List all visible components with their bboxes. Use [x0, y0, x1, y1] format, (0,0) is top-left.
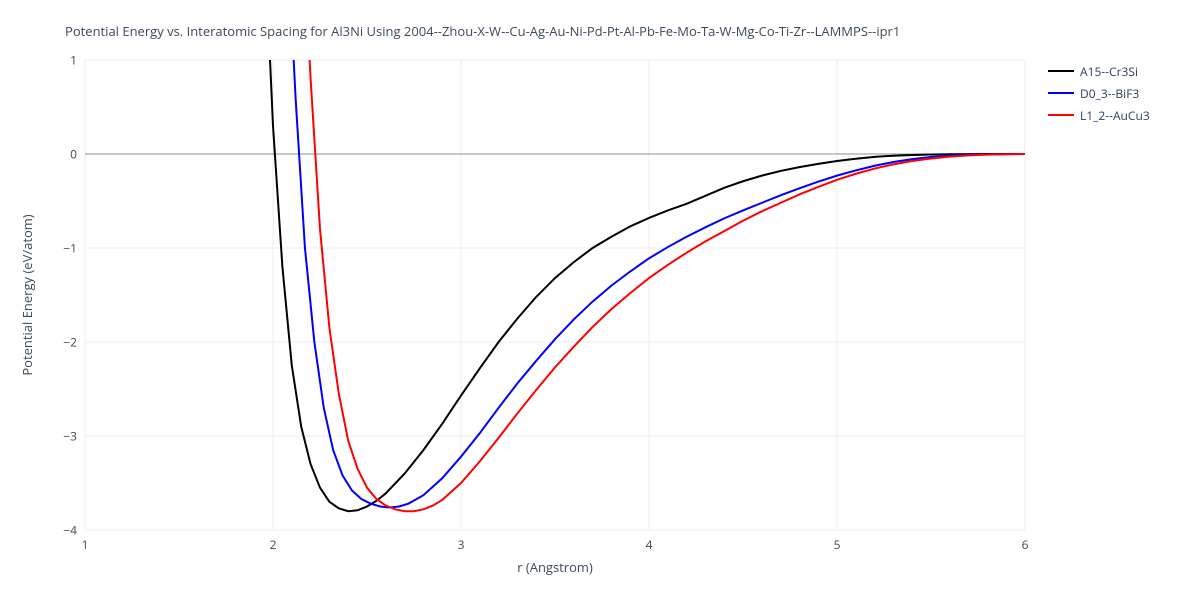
y-tick-label: −1: [63, 240, 77, 257]
legend-swatch: [1048, 114, 1074, 116]
legend-label: A15--Cr3Si: [1080, 63, 1138, 80]
x-tick-label: 2: [270, 536, 277, 553]
x-axis-title: r (Angstrom): [517, 558, 593, 576]
plot-svg: [85, 60, 1025, 530]
y-axis-title: Potential Energy (eV/atom): [18, 214, 36, 375]
y-tick-label: 1: [70, 52, 77, 69]
x-tick-label: 5: [834, 536, 841, 553]
y-tick-label: −2: [63, 334, 77, 351]
legend-swatch: [1048, 70, 1074, 72]
legend-label: L1_2--AuCu3: [1080, 107, 1150, 124]
y-tick-label: −3: [63, 428, 77, 445]
plot-area: [85, 60, 1025, 530]
legend-label: D0_3--BiF3: [1080, 85, 1139, 102]
series-line[interactable]: [277, 0, 1025, 507]
legend-item[interactable]: D0_3--BiF3: [1048, 84, 1150, 102]
x-tick-label: 6: [1022, 536, 1029, 553]
x-tick-label: 4: [646, 536, 653, 553]
legend-swatch: [1048, 92, 1074, 94]
legend: A15--Cr3Si D0_3--BiF3 L1_2--AuCu3: [1048, 62, 1150, 128]
legend-item[interactable]: L1_2--AuCu3: [1048, 106, 1150, 124]
y-tick-label: −4: [63, 522, 77, 539]
series-line[interactable]: [292, 0, 1025, 511]
x-tick-label: 3: [458, 536, 465, 553]
x-tick-label: 1: [82, 536, 89, 553]
y-tick-label: 0: [70, 146, 77, 163]
series-line[interactable]: [254, 0, 1025, 511]
chart-title: Potential Energy vs. Interatomic Spacing…: [65, 22, 900, 40]
legend-item[interactable]: A15--Cr3Si: [1048, 62, 1150, 80]
